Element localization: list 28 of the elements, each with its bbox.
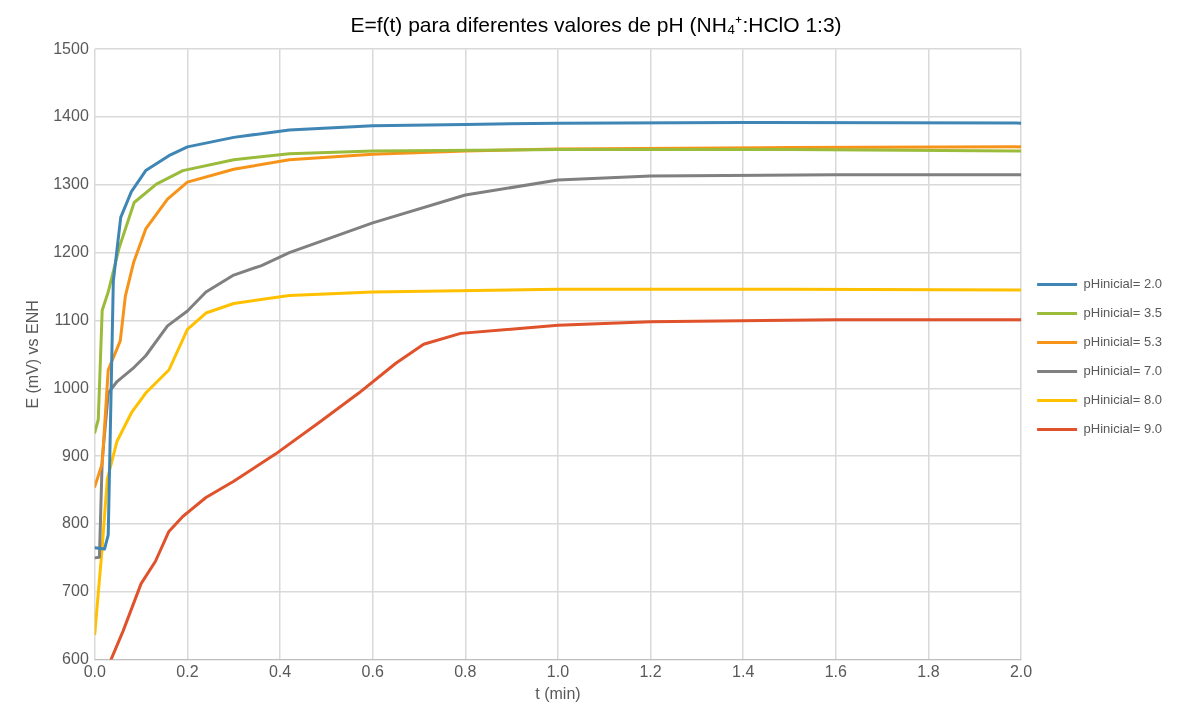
y-tick-label: 1000 bbox=[53, 378, 89, 396]
legend-label: pHinicial= 3.5 bbox=[1083, 305, 1162, 321]
x-tick-label: 1.6 bbox=[824, 662, 848, 680]
legend-label: pHinicial= 5.3 bbox=[1083, 334, 1162, 350]
legend-label: pHinicial= 2.0 bbox=[1083, 276, 1162, 292]
x-tick-label: 0.4 bbox=[268, 662, 292, 680]
x-tick-label: 0.6 bbox=[361, 662, 384, 680]
legend-label: pHinicial= 7.0 bbox=[1083, 363, 1162, 379]
y-tick-label: 800 bbox=[62, 514, 89, 532]
y-tick-label: 700 bbox=[62, 582, 89, 600]
x-tick-label: 1.8 bbox=[917, 662, 940, 680]
y-tick-label: 900 bbox=[62, 446, 89, 464]
x-tick-label: 1.0 bbox=[546, 662, 570, 680]
legend-label: pHinicial= 8.0 bbox=[1083, 392, 1162, 408]
y-tick-label: 1400 bbox=[53, 107, 89, 125]
x-tick-label: 1.4 bbox=[732, 662, 755, 680]
x-tick-label: 2.0 bbox=[1009, 662, 1033, 680]
legend-label: pHinicial= 9.0 bbox=[1083, 421, 1162, 437]
y-tick-label: 1300 bbox=[53, 175, 89, 193]
y-tick-label: 1500 bbox=[53, 39, 89, 57]
x-axis-title: t (min) bbox=[535, 684, 581, 702]
chart-title: E=f(t) para diferentes valores de pH (NH₄⁺:HClO 1:3) bbox=[350, 13, 842, 37]
x-tick-label: 0.2 bbox=[176, 662, 199, 680]
y-axis-title: E (mV) vs ENH bbox=[24, 300, 42, 409]
x-tick-label: 1.2 bbox=[639, 662, 662, 680]
y-tick-label: 1100 bbox=[54, 310, 89, 328]
x-tick-label: 0.8 bbox=[454, 662, 477, 680]
y-tick-label: 1200 bbox=[53, 243, 89, 261]
